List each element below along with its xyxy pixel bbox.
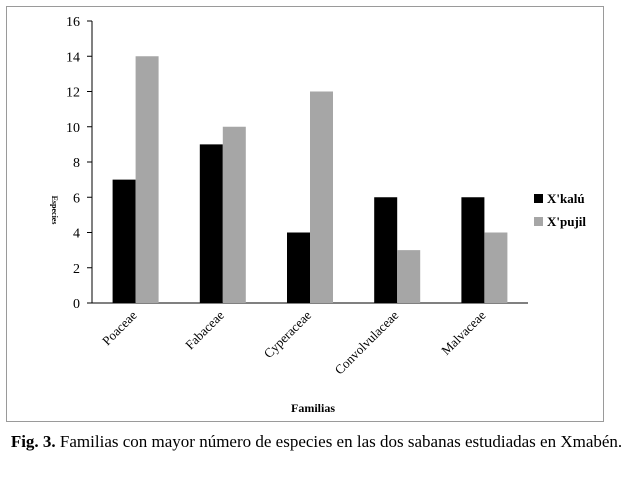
x-tick-label: Cyperaceae bbox=[261, 307, 315, 361]
bar-series1 bbox=[287, 232, 310, 303]
bars bbox=[112, 56, 508, 303]
chart-frame bbox=[6, 6, 604, 422]
bar-chart: 0 2 4 6 8 10 12 14 16 Poaceae Fabaceae Cyperaceae C… bbox=[50, 15, 586, 415]
legend-label: X'kalú bbox=[547, 191, 585, 206]
bar-series2 bbox=[222, 126, 246, 303]
caption-text: Familias con mayor número de especies en… bbox=[55, 432, 623, 451]
x-tick-label: Poaceae bbox=[99, 307, 140, 348]
y-axis-label: Especies bbox=[50, 196, 59, 225]
bar-series2 bbox=[397, 250, 421, 303]
figure-label: Fig. 3. bbox=[10, 432, 56, 451]
x-tick-label: Malvaceae bbox=[438, 307, 489, 358]
bar-series1 bbox=[374, 197, 398, 303]
bar-series2 bbox=[135, 56, 159, 303]
bar-series2 bbox=[310, 91, 333, 303]
legend: X'kalú X'pujil bbox=[534, 191, 586, 229]
bar-series1 bbox=[199, 144, 223, 303]
y-tick-label: 8 bbox=[73, 156, 80, 171]
x-tick-labels: Poaceae Fabaceae Cyperaceae Convolvulaceae M… bbox=[99, 307, 489, 377]
x-tick-label: Convolvulaceae bbox=[331, 307, 401, 377]
x-axis-label: Familias bbox=[291, 401, 335, 415]
bar-series1 bbox=[461, 197, 485, 303]
legend-swatch bbox=[534, 194, 543, 203]
figure-caption: Fig. 3. Familias con mayor número de esp… bbox=[10, 431, 623, 453]
y-tick-label: 12 bbox=[66, 86, 80, 101]
y-tick-label: 6 bbox=[73, 191, 80, 206]
x-tick-label: Fabaceae bbox=[182, 307, 227, 352]
y-ticks: 0 2 4 6 8 10 12 14 16 bbox=[66, 15, 92, 312]
y-tick-label: 16 bbox=[66, 15, 80, 30]
y-tick-label: 2 bbox=[73, 262, 80, 277]
bar-series2 bbox=[484, 232, 508, 303]
y-tick-label: 0 bbox=[73, 297, 80, 312]
y-tick-label: 10 bbox=[66, 121, 80, 136]
bar-series1 bbox=[112, 179, 136, 303]
y-tick-label: 4 bbox=[73, 227, 80, 242]
legend-swatch bbox=[534, 217, 543, 226]
y-tick-label: 14 bbox=[66, 50, 80, 65]
legend-label: X'pujil bbox=[547, 214, 586, 229]
